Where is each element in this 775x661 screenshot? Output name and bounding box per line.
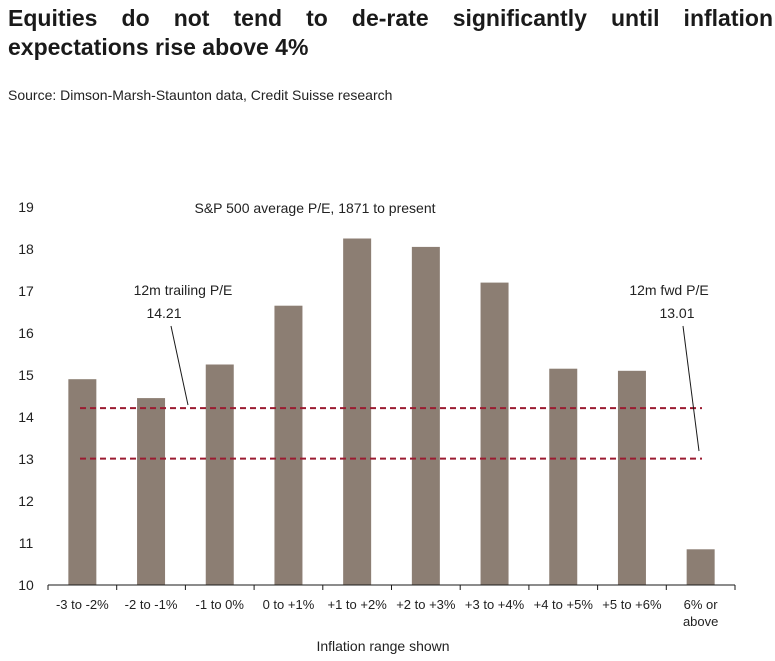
bar: [617, 370, 646, 585]
x-tick-label: +1 to +2%: [328, 597, 388, 612]
y-tick-label: 19: [18, 199, 34, 215]
fwd-pe-pointer: [682, 325, 700, 452]
bar: [549, 368, 578, 585]
x-axis-label: Inflation range shown: [316, 638, 449, 654]
x-tick-label: -1 to 0%: [196, 597, 245, 612]
source-note: Source: Dimson-Marsh-Staunton data, Cred…: [8, 87, 393, 103]
y-tick-label: 13: [18, 451, 34, 467]
x-tick-label: +4 to +5%: [534, 597, 594, 612]
x-tick-label: +3 to +4%: [465, 597, 525, 612]
bar: [205, 364, 234, 585]
y-tick-label: 16: [18, 325, 34, 341]
y-tick-label: 10: [18, 577, 34, 593]
x-tick-label: +2 to +3%: [396, 597, 456, 612]
chart-headline: Equities do not tend to de-rate signific…: [8, 5, 773, 60]
trailing-pe-pointer: [170, 325, 189, 406]
chart-title: S&P 500 average P/E, 1871 to present: [194, 200, 435, 216]
y-tick-label: 18: [18, 241, 34, 257]
bar: [343, 238, 372, 585]
trailing-pe-value: 14.21: [146, 305, 181, 321]
fwd-pe-label: 12m fwd P/E: [629, 282, 708, 298]
y-tick-label: 15: [18, 367, 34, 383]
y-tick-label: 11: [19, 535, 34, 551]
x-axis-tick-labels: -3 to -2% -2 to -1% -1 to 0% 0 to +1% +1 to …: [56, 597, 718, 629]
y-tick-label: 14: [18, 409, 34, 425]
x-tick-label: -2 to -1%: [125, 597, 178, 612]
bar: [411, 246, 440, 585]
y-axis-ticks: 10 11 12 13 14 15 16 17 18 19: [18, 199, 34, 593]
y-tick-label: 17: [18, 283, 34, 299]
bar: [68, 379, 97, 585]
y-tick-label: 12: [18, 493, 34, 509]
bar: [137, 398, 166, 585]
reference-lines: [80, 407, 702, 460]
x-tick-label: 6% or above: [683, 597, 718, 629]
x-tick-label: 0 to +1%: [263, 597, 315, 612]
bars: [68, 238, 715, 585]
x-tick-label: +5 to +6%: [602, 597, 662, 612]
trailing-pe-label: 12m trailing P/E: [134, 282, 233, 298]
bar: [274, 305, 303, 585]
bar: [480, 282, 509, 585]
annotations: 12m trailing P/E 14.21 12m fwd P/E 13.01: [134, 282, 709, 452]
x-tick-label: -3 to -2%: [56, 597, 109, 612]
x-axis-ticks: [47, 585, 736, 590]
bar: [686, 549, 715, 585]
fwd-pe-value: 13.01: [659, 305, 694, 321]
